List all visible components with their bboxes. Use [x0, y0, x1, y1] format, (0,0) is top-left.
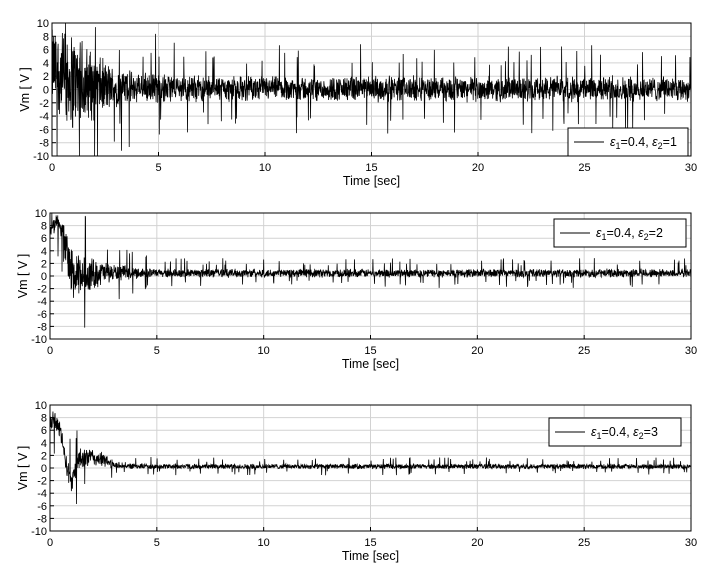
x-tick-label: 15 [364, 537, 376, 549]
y-tick-label: -8 [39, 138, 49, 150]
y-tick-label: -6 [37, 309, 47, 321]
y-tick-label: -2 [37, 476, 47, 488]
x-tick-label: 20 [471, 345, 483, 357]
series-line-1 [49, 212, 692, 328]
y-tick-label: -4 [37, 488, 47, 500]
series-line-1 [51, 22, 692, 157]
legend: ε1=0.4, ε2=3 [548, 417, 682, 447]
x-tick-label: 25 [578, 345, 590, 357]
y-axis-label: Vm [ V ] [16, 446, 30, 490]
legend-entry: ε1=0.4, ε2=3 [591, 425, 658, 441]
y-tick-label: -10 [31, 334, 47, 346]
y-tick-label: -10 [33, 151, 49, 163]
x-tick-label: 10 [258, 537, 270, 549]
y-tick-label: -4 [37, 296, 47, 308]
legend: ε1=0.4, ε2=1 [567, 127, 689, 157]
y-tick-label: -4 [39, 111, 49, 123]
y-tick-label: 2 [41, 450, 47, 462]
x-tick-label: 30 [685, 345, 697, 357]
x-tick-label: 5 [154, 345, 160, 357]
y-tick-label: 8 [41, 413, 47, 425]
x-axis-label: Time [sec] [342, 357, 399, 371]
x-axis-label: Time [sec] [342, 549, 399, 563]
x-tick-label: 0 [47, 345, 53, 357]
y-tick-label: -2 [37, 284, 47, 296]
y-tick-label: -8 [37, 321, 47, 333]
y-tick-label: 6 [43, 45, 49, 57]
x-tick-label: 30 [685, 537, 697, 549]
y-tick-label: 10 [35, 208, 47, 220]
y-tick-label: -8 [37, 513, 47, 525]
y-tick-label: 8 [41, 221, 47, 233]
x-tick-label: 15 [364, 345, 376, 357]
legend-box [548, 417, 682, 447]
x-tick-label: 20 [472, 162, 484, 174]
series-line-1 [49, 411, 692, 504]
x-tick-label: 10 [259, 162, 271, 174]
y-tick-label: 4 [41, 246, 47, 258]
y-tick-label: 4 [41, 438, 47, 450]
y-tick-label: 2 [43, 71, 49, 83]
y-tick-label: 10 [37, 18, 49, 30]
x-tick-label: 0 [49, 162, 55, 174]
x-tick-label: 20 [471, 537, 483, 549]
y-tick-label: 6 [41, 425, 47, 437]
y-tick-label: 6 [41, 233, 47, 245]
y-tick-label: -2 [39, 98, 49, 110]
y-tick-label: 8 [43, 31, 49, 43]
y-tick-label: 0 [41, 463, 47, 475]
x-tick-label: 30 [685, 162, 697, 174]
y-tick-label: -10 [31, 526, 47, 538]
x-tick-label: 0 [47, 537, 53, 549]
y-tick-label: 0 [43, 85, 49, 97]
x-tick-label: 10 [258, 345, 270, 357]
legend-box [553, 218, 687, 248]
y-axis-label: Vm [ V ] [16, 254, 30, 298]
x-tick-label: 15 [365, 162, 377, 174]
x-tick-label: 25 [578, 162, 590, 174]
y-axis-label: Vm [ V ] [18, 67, 32, 111]
x-tick-label: 5 [155, 162, 161, 174]
x-tick-label: 5 [154, 537, 160, 549]
y-tick-label: 2 [41, 258, 47, 270]
legend-entry: ε1=0.4, ε2=1 [610, 135, 677, 151]
x-axis-label: Time [sec] [343, 174, 400, 188]
y-tick-label: 0 [41, 271, 47, 283]
y-tick-label: 10 [35, 400, 47, 412]
y-tick-label: -6 [37, 501, 47, 513]
legend: ε1=0.4, ε2=2 [553, 218, 687, 248]
y-tick-label: -6 [39, 124, 49, 136]
legend-entry: ε1=0.4, ε2=2 [596, 226, 663, 242]
y-tick-label: 4 [43, 58, 49, 70]
x-tick-label: 25 [578, 537, 590, 549]
